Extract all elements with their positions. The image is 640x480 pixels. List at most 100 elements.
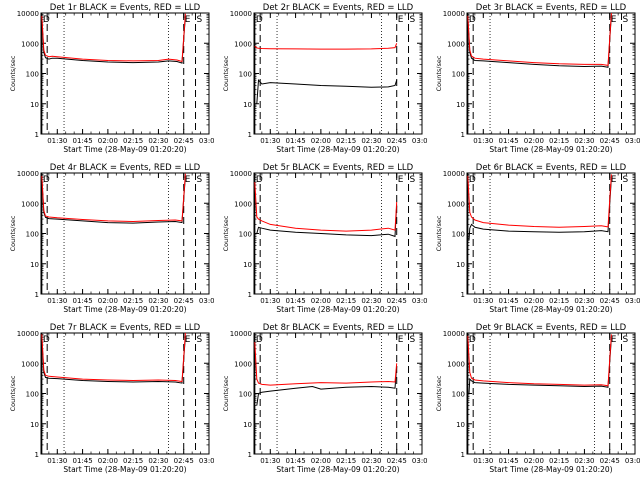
x-tick-label: 02:30 — [148, 137, 168, 145]
series-line — [41, 332, 186, 383]
event-marker-label: S — [197, 15, 203, 25]
x-tick-label: 02:45 — [600, 137, 620, 145]
x-tick-label: 02:15 — [549, 297, 569, 305]
y-tick-label: 10 — [30, 421, 39, 429]
y-tick-label: 10 — [456, 261, 465, 269]
y-axis-label: Counts/sec — [9, 375, 17, 411]
event-marker-label: E — [611, 15, 617, 25]
chart-panel: Det 2r BLACK = Events, RED = LLD 1 10 100 10… — [222, 3, 427, 154]
x-tick-label: 02:30 — [574, 297, 594, 305]
x-tick-label: 01:30 — [260, 457, 280, 465]
y-tick-label: 1000 — [234, 200, 252, 208]
y-tick-label: 1 — [461, 451, 465, 459]
x-tick-label: 03:00 — [625, 457, 640, 465]
y-tick-label: 10000 — [17, 330, 39, 338]
event-marker-label: D — [256, 335, 263, 345]
chart-title: Det 3r BLACK = Events, RED = LLD — [476, 3, 627, 13]
chart-title: Det 5r BLACK = Events, RED = LLD — [263, 163, 414, 173]
x-tick-label: 02:30 — [574, 137, 594, 145]
event-marker-label: S — [197, 335, 203, 345]
y-tick-label: 1000 — [234, 40, 252, 48]
chart-title: Det 1r BLACK = Events, RED = LLD — [50, 3, 201, 13]
event-marker-label: D — [256, 175, 263, 185]
y-tick-label: 10000 — [230, 10, 252, 18]
x-tick-label: 01:45 — [72, 137, 92, 145]
x-tick-label: 02:30 — [361, 297, 381, 305]
chart-panel: Det 8r BLACK = Events, RED = LLD 1 10 100 10… — [222, 323, 427, 474]
x-axis-label: Start Time (28-May-09 01:20:20) — [63, 465, 186, 474]
x-tick-label: 03:00 — [412, 457, 427, 465]
x-tick-label: 02:15 — [549, 137, 569, 145]
event-marker-label: D — [43, 335, 50, 345]
series-line — [41, 173, 186, 223]
chart-title: Det 2r BLACK = Events, RED = LLD — [263, 3, 414, 13]
x-axis-label: Start Time (28-May-09 01:20:20) — [63, 305, 186, 314]
y-tick-label: 10 — [456, 421, 465, 429]
x-tick-label: 02:30 — [148, 457, 168, 465]
x-axis-label: Start Time (28-May-09 01:20:20) — [276, 145, 399, 154]
x-tick-label: 02:30 — [574, 457, 594, 465]
event-marker-label: D — [43, 15, 50, 25]
y-tick-label: 1 — [35, 451, 39, 459]
y-tick-label: 10000 — [230, 170, 252, 178]
event-marker-label: D — [469, 15, 476, 25]
series-line — [41, 15, 186, 64]
x-tick-label: 01:30 — [47, 137, 67, 145]
y-tick-label: 10 — [456, 101, 465, 109]
series-line — [254, 182, 398, 232]
y-axis-label: Counts/sec — [222, 215, 230, 251]
x-tick-label: 02:45 — [174, 137, 194, 145]
event-marker-label: S — [197, 175, 203, 185]
chart-panel: Det 6r BLACK = Events, RED = LLD 1 10 100 10… — [435, 163, 640, 314]
event-marker-label: D — [256, 15, 263, 25]
y-tick-label: 10000 — [17, 10, 39, 18]
series-line — [467, 12, 612, 66]
event-marker-label: D — [469, 175, 476, 185]
series-line — [41, 335, 186, 384]
x-tick-label: 02:00 — [524, 457, 544, 465]
y-axis-label: Counts/sec — [222, 375, 230, 411]
x-tick-label: 03:00 — [199, 457, 214, 465]
y-tick-label: 100 — [26, 231, 39, 239]
y-tick-label: 1 — [35, 291, 39, 299]
event-marker-label: E — [611, 335, 617, 345]
x-tick-label: 02:30 — [361, 137, 381, 145]
y-tick-label: 100 — [239, 391, 252, 399]
x-tick-label: 02:00 — [98, 137, 118, 145]
y-tick-label: 100 — [26, 71, 39, 79]
x-tick-label: 02:00 — [311, 297, 331, 305]
event-marker-label: S — [410, 335, 416, 345]
series-line — [41, 13, 186, 63]
x-tick-label: 01:45 — [72, 297, 92, 305]
chart-panel: Det 4r BLACK = Events, RED = LLD 1 10 100 10… — [9, 163, 214, 314]
y-axis-label: Counts/sec — [435, 55, 443, 91]
event-marker-label: S — [623, 15, 629, 25]
x-tick-label: 02:15 — [336, 297, 356, 305]
series-line — [467, 174, 612, 228]
x-axis-label: Start Time (28-May-09 01:20:20) — [63, 145, 186, 154]
y-tick-label: 10 — [243, 101, 252, 109]
chart-title: Det 7r BLACK = Events, RED = LLD — [50, 323, 201, 333]
event-marker-label: S — [623, 335, 629, 345]
event-marker-label: S — [623, 175, 629, 185]
x-tick-label: 01:30 — [260, 297, 280, 305]
y-tick-label: 100 — [452, 71, 465, 79]
y-tick-label: 1000 — [234, 360, 252, 368]
x-tick-label: 03:00 — [199, 297, 214, 305]
y-tick-label: 100 — [26, 391, 39, 399]
x-tick-label: 02:15 — [336, 137, 356, 145]
x-tick-label: 01:30 — [473, 137, 493, 145]
event-marker-label: E — [185, 335, 191, 345]
x-tick-label: 01:30 — [260, 137, 280, 145]
x-tick-label: 02:00 — [311, 457, 331, 465]
event-marker-label: D — [469, 335, 476, 345]
x-tick-label: 03:00 — [199, 137, 214, 145]
y-axis-label: Counts/sec — [435, 215, 443, 251]
y-tick-label: 1 — [461, 291, 465, 299]
x-tick-label: 02:00 — [524, 137, 544, 145]
chart-panel: Det 3r BLACK = Events, RED = LLD 1 10 100 10… — [435, 3, 640, 154]
x-tick-label: 01:45 — [72, 457, 92, 465]
y-tick-label: 1000 — [447, 40, 465, 48]
x-tick-label: 02:15 — [123, 137, 143, 145]
